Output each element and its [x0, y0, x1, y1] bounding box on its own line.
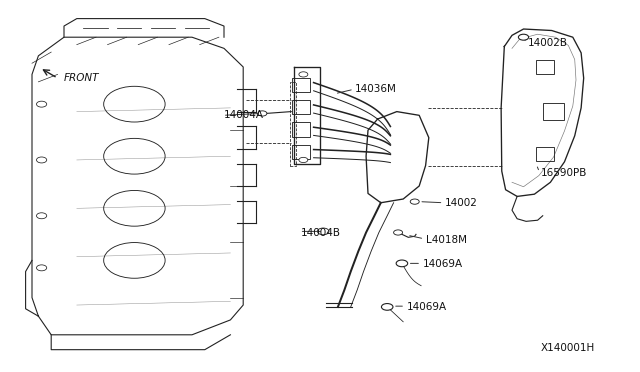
Bar: [292, 78, 310, 92]
Bar: [290, 82, 296, 166]
Bar: [292, 100, 310, 114]
Text: 16590PB: 16590PB: [541, 168, 587, 178]
Bar: [543, 103, 564, 120]
Text: 14002B: 14002B: [528, 38, 568, 48]
Text: 14002: 14002: [445, 198, 477, 208]
Circle shape: [518, 34, 529, 40]
Circle shape: [299, 72, 308, 77]
Circle shape: [317, 228, 329, 235]
Circle shape: [299, 157, 308, 163]
Bar: [292, 122, 310, 137]
Text: 14069A: 14069A: [406, 302, 447, 312]
Circle shape: [396, 260, 408, 267]
Text: FRONT: FRONT: [64, 73, 99, 83]
Circle shape: [258, 111, 267, 116]
Bar: [536, 60, 554, 74]
Bar: [536, 147, 554, 161]
Text: 14004A: 14004A: [224, 110, 264, 120]
Circle shape: [410, 199, 419, 204]
Bar: [292, 145, 310, 159]
Text: L4018M: L4018M: [426, 235, 467, 245]
Circle shape: [381, 304, 393, 310]
Text: 14004B: 14004B: [301, 228, 340, 237]
Circle shape: [394, 230, 403, 235]
Text: X140001H: X140001H: [541, 343, 595, 353]
Text: 14069A: 14069A: [422, 259, 463, 269]
Text: 14036M: 14036M: [355, 84, 397, 94]
